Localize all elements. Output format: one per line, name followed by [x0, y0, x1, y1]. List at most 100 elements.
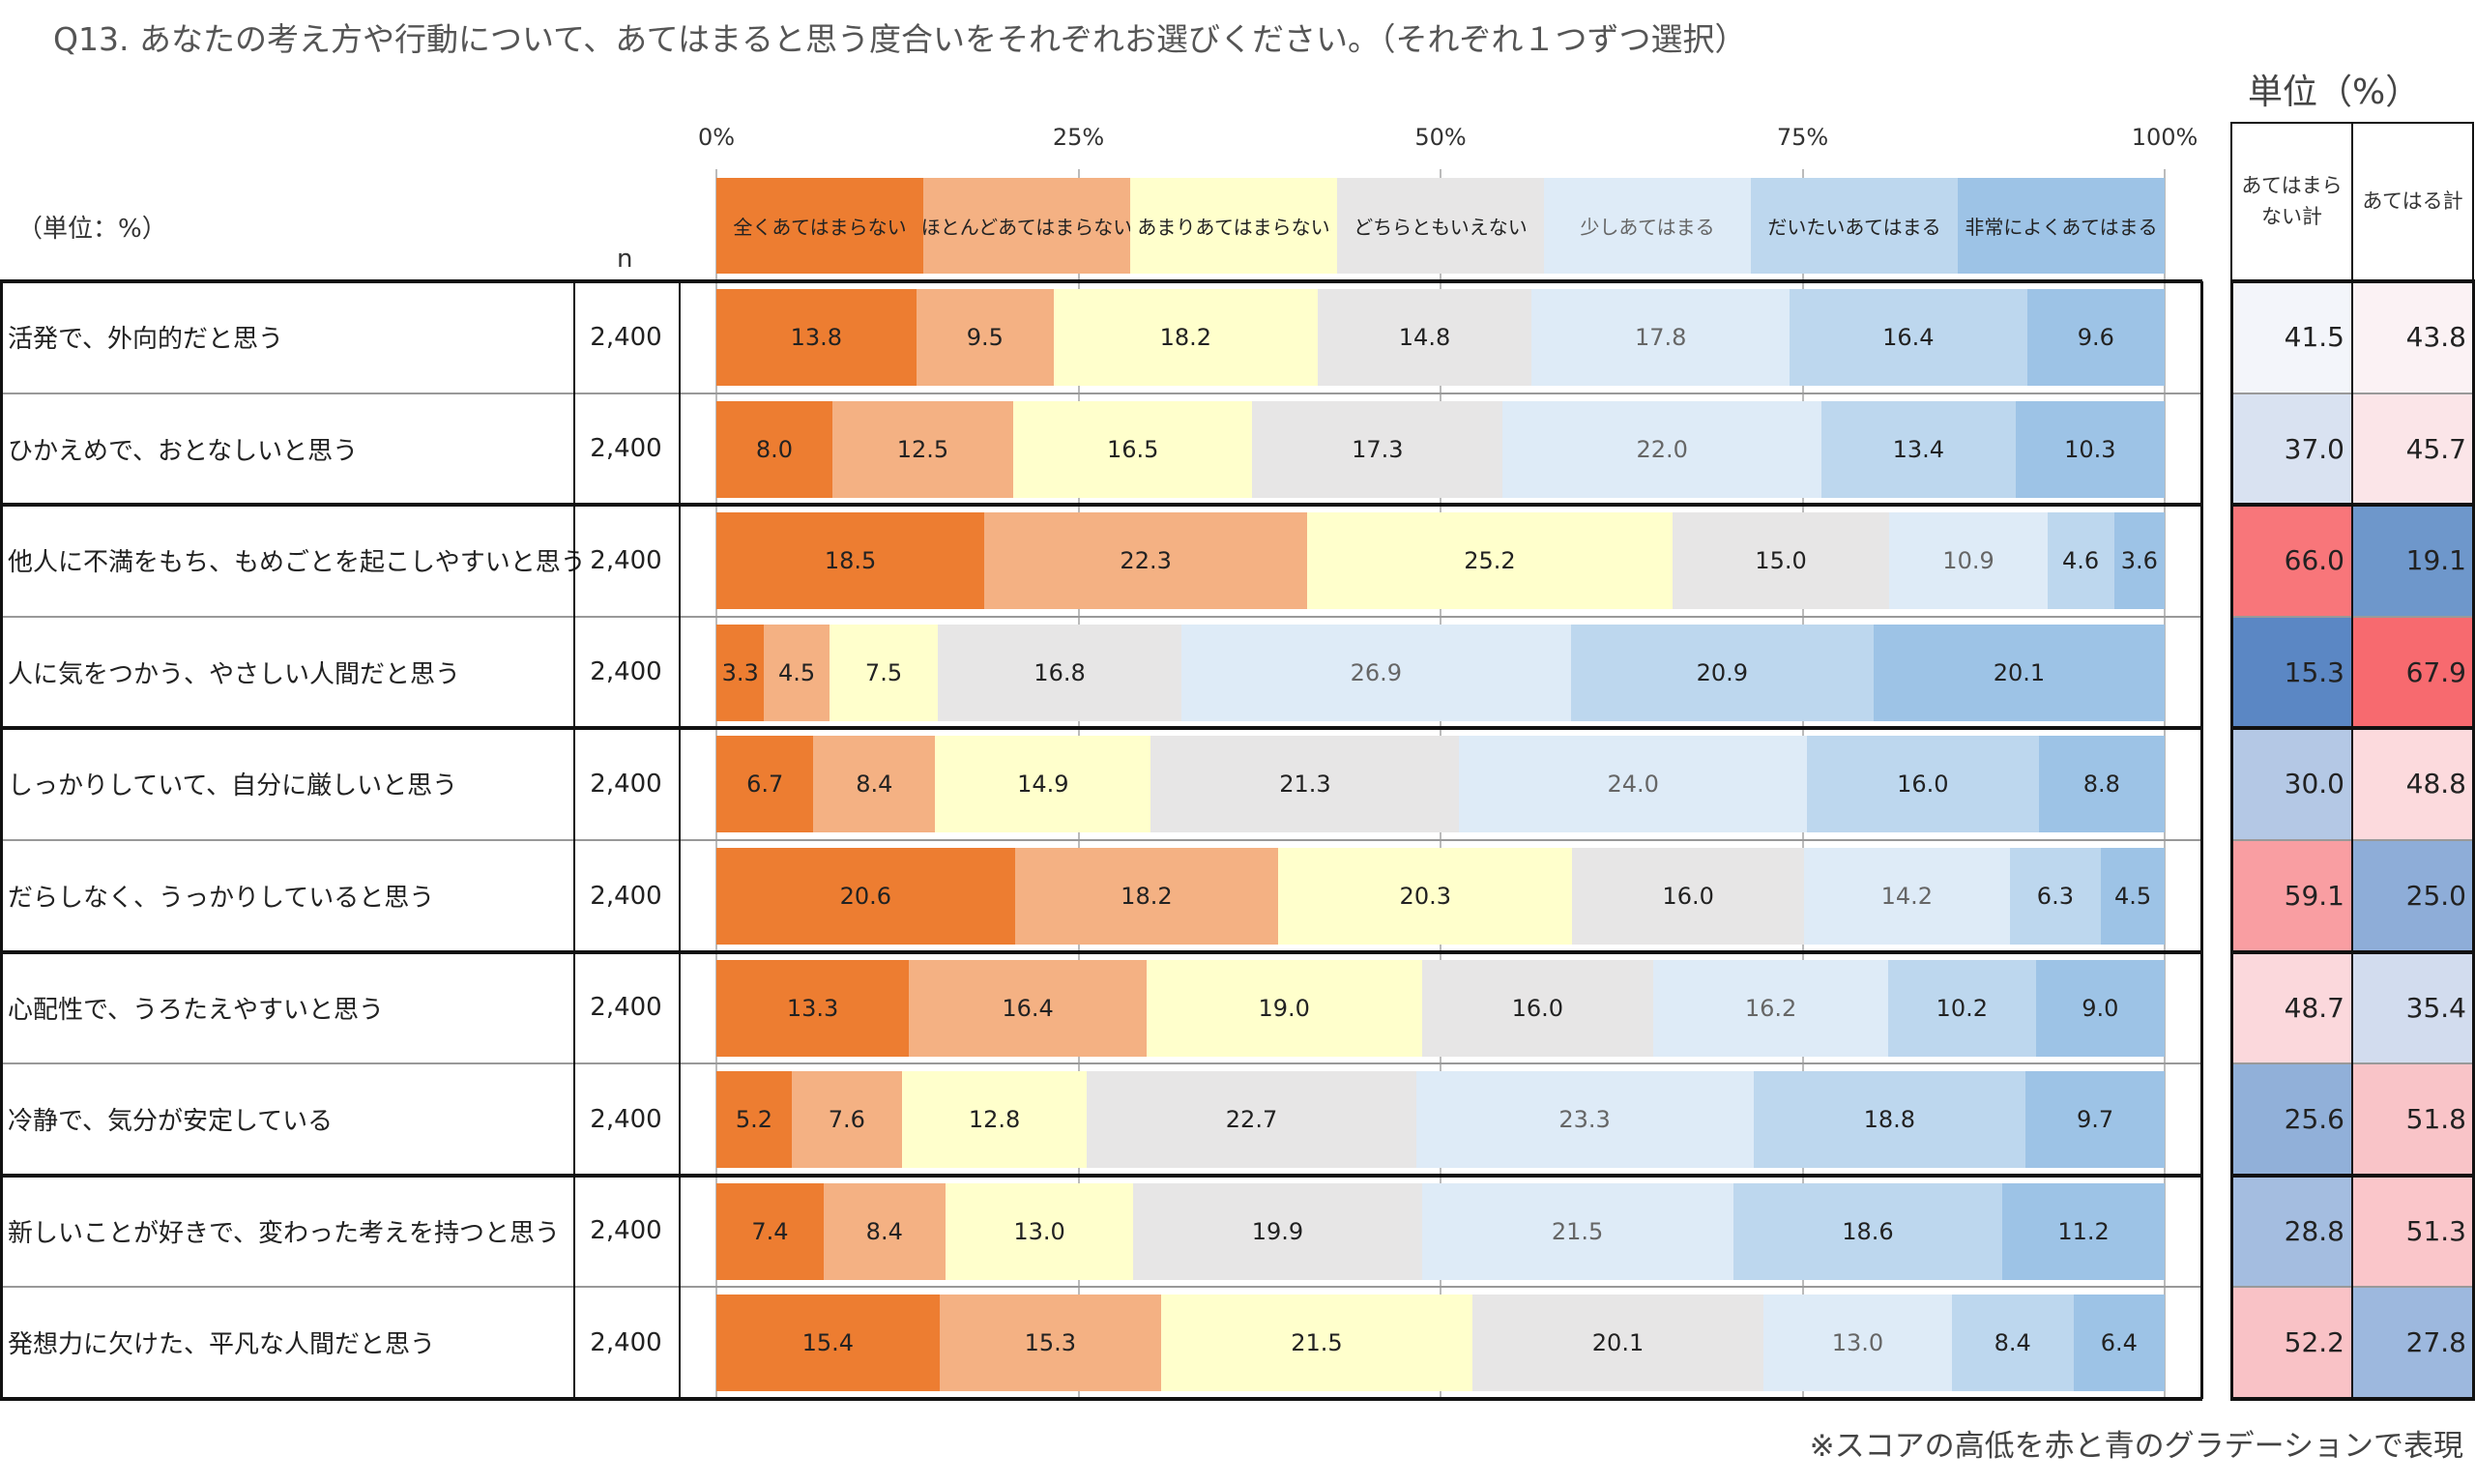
bar-segment: 6.4 — [2073, 1295, 2165, 1392]
bar-segment: 13.0 — [945, 1182, 1134, 1280]
bar-segment: 25.2 — [1307, 512, 1673, 610]
bar-segment: 8.4 — [1951, 1295, 2074, 1392]
x-tick-label: 75% — [1776, 124, 1829, 151]
row-n-value: 2,400 — [590, 657, 662, 687]
bar-segment: 18.5 — [716, 512, 985, 610]
bar-segment: 3.3 — [716, 624, 765, 721]
row-label: 新しいことが好きで、変わった考えを持つと思う — [8, 1218, 560, 1248]
bar-segment: 18.2 — [1014, 848, 1279, 945]
bar-segment: 20.3 — [1278, 848, 1573, 945]
legend-item: だいたいあてはまる — [1751, 178, 1958, 274]
bar-segment: 7.5 — [829, 624, 939, 721]
row-n-value: 2,400 — [590, 881, 662, 911]
row-divider — [0, 839, 2202, 841]
legend-item: 非常によくあてはまる — [1958, 178, 2165, 274]
bar-segment: 14.2 — [1803, 848, 2010, 945]
row-n-value: 2,400 — [590, 1104, 662, 1134]
summary-not-apply-cell: 66.0 — [2230, 505, 2352, 617]
bar-segment: 14.8 — [1317, 289, 1532, 386]
bar-segment: 10.9 — [1889, 512, 2048, 610]
summary-not-apply-cell: 41.5 — [2230, 281, 2352, 393]
bar-segment: 11.2 — [2002, 1182, 2165, 1280]
bar-segment: 16.5 — [1013, 400, 1253, 498]
bar-segment: 15.0 — [1672, 512, 1890, 610]
row-label: しっかりしていて、自分に厳しいと思う — [8, 771, 458, 801]
column-divider — [2230, 281, 2233, 1399]
row-divider — [0, 1286, 2202, 1289]
bar-segment: 10.3 — [2015, 400, 2165, 498]
summary-apply-cell: 19.1 — [2352, 505, 2474, 617]
row-n-value: 2,400 — [590, 434, 662, 464]
bar-segment: 6.3 — [2009, 848, 2102, 945]
bar-segment: 19.9 — [1133, 1182, 1422, 1280]
summary-apply-cell: 43.8 — [2352, 281, 2474, 393]
legend-item: 全くあてはまらない — [716, 178, 923, 274]
n-column-header: n — [617, 245, 633, 274]
row-divider — [0, 949, 2202, 954]
bar-segment: 20.9 — [1570, 624, 1874, 721]
bar-segment: 21.3 — [1150, 736, 1460, 833]
gridline — [2164, 169, 2166, 1399]
row-divider — [2230, 1397, 2475, 1401]
summary-apply-cell: 51.3 — [2352, 1175, 2474, 1287]
summary-apply-cell: 25.0 — [2352, 840, 2474, 951]
legend-item: あまりあてはまらない — [1130, 178, 1337, 274]
bar-segment: 14.9 — [935, 736, 1151, 833]
footnote: ※スコアの高低を赤と青のグラデーションで表現 — [1809, 1429, 2463, 1464]
unit-label-left: （単位：%） — [17, 215, 167, 244]
bar-segment: 20.1 — [1873, 624, 2165, 721]
row-label: 人に気をつかう、やさしい人間だと思う — [8, 659, 461, 689]
summary-table-header: あてはまらない計 あてはる計 — [2230, 122, 2474, 281]
row-label: ひかえめで、おとなしいと思う — [8, 436, 359, 466]
bar-segment: 8.8 — [2038, 736, 2165, 833]
bar-segment: 4.5 — [764, 624, 830, 721]
bar-segment: 13.0 — [1763, 1295, 1952, 1392]
bar-segment: 16.4 — [1790, 289, 2027, 386]
bar-segment: 9.5 — [916, 289, 1055, 386]
bar-segment: 13.4 — [1820, 400, 2016, 498]
row-divider — [0, 279, 2202, 283]
row-n-value: 2,400 — [590, 322, 662, 352]
bar-segment: 12.5 — [831, 400, 1014, 498]
row-label: だらしなく、うっかりしていると思う — [8, 884, 435, 913]
bar-segment: 16.0 — [1806, 736, 2039, 833]
summary-apply-cell: 51.8 — [2352, 1063, 2474, 1176]
row-n-value: 2,400 — [590, 769, 662, 799]
bar-segment: 13.3 — [716, 959, 910, 1057]
row-divider — [0, 1173, 2202, 1178]
bar-segment: 18.8 — [1753, 1071, 2026, 1169]
bar-segment: 15.4 — [716, 1295, 940, 1392]
summary-not-apply-cell: 52.2 — [2230, 1287, 2352, 1399]
summary-apply-cell: 48.8 — [2352, 728, 2474, 840]
column-divider — [2472, 281, 2475, 1399]
summary-header-not-apply: あてはまらない計 — [2241, 174, 2343, 228]
x-tick-label: 50% — [1414, 124, 1467, 151]
bar-segment: 23.3 — [1415, 1071, 1754, 1169]
bar-segment: 12.8 — [901, 1071, 1088, 1169]
row-label: 発想力に欠けた、平凡な人間だと思う — [8, 1330, 436, 1360]
bar-segment: 4.6 — [2047, 512, 2114, 610]
bar-segment: 16.0 — [1421, 959, 1654, 1057]
summary-apply-cell: 27.8 — [2352, 1287, 2474, 1399]
row-label: 冷静で、気分が安定している — [8, 1107, 334, 1137]
row-label: 他人に不満をもち、もめごとを起こしやすいと思う — [8, 548, 586, 578]
bar-segment: 16.8 — [938, 624, 1181, 721]
bar-segment: 7.4 — [716, 1182, 824, 1280]
row-n-value: 2,400 — [590, 1216, 662, 1246]
column-divider — [2200, 281, 2203, 1399]
row-divider — [0, 392, 2202, 394]
bar-segment: 16.0 — [1572, 848, 1804, 945]
bar-segment: 5.2 — [716, 1071, 792, 1169]
bar-segment: 24.0 — [1459, 736, 1807, 833]
bar-segment: 4.5 — [2101, 848, 2165, 945]
x-tick-label: 100% — [2131, 124, 2198, 151]
unit-label-right: 単位（%） — [2248, 73, 2421, 112]
row-n-value: 2,400 — [590, 1327, 662, 1357]
bar-segment: 3.6 — [2113, 512, 2165, 610]
bar-segment: 18.2 — [1054, 289, 1318, 386]
bar-segment: 20.1 — [1471, 1295, 1764, 1392]
bar-segment: 9.6 — [2026, 289, 2165, 386]
summary-apply-cell: 67.9 — [2352, 616, 2474, 728]
bar-segment: 26.9 — [1180, 624, 1571, 721]
legend-item: ほとんどあてはまらない — [923, 178, 1130, 274]
